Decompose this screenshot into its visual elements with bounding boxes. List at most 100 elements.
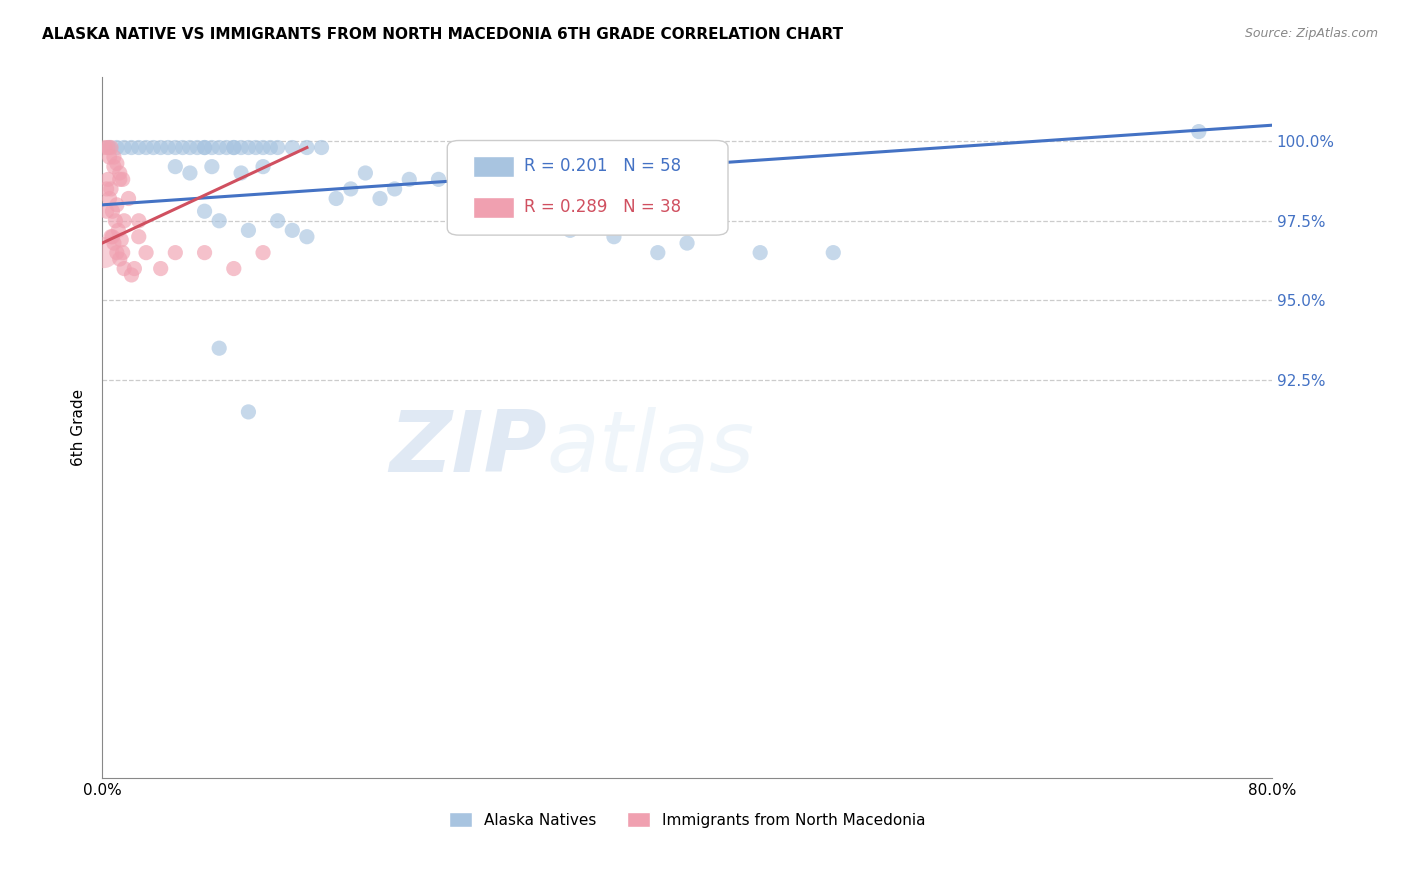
Point (96, 182, 118, 196)
Point (266, 140, 288, 154)
Point (111, 245, 134, 260)
Text: Source: ZipAtlas.com: Source: ZipAtlas.com (1244, 27, 1378, 40)
Point (208, 214, 231, 228)
Point (156, 140, 179, 154)
Point (93, 245, 115, 260)
Point (193, 140, 215, 154)
Point (124, 261, 146, 276)
Point (208, 140, 231, 154)
Point (110, 233, 132, 247)
Point (266, 214, 288, 228)
Point (100, 182, 122, 196)
Point (193, 245, 215, 260)
Point (100, 229, 122, 244)
Point (112, 140, 135, 154)
Point (354, 166, 377, 180)
Point (172, 140, 194, 154)
Point (222, 140, 245, 154)
Point (104, 214, 127, 228)
Point (101, 204, 124, 219)
Point (135, 140, 157, 154)
Point (105, 245, 128, 260)
Point (120, 268, 142, 282)
Point (311, 140, 333, 154)
Point (245, 140, 267, 154)
Text: R = 0.289   N = 38: R = 0.289 N = 38 (524, 198, 682, 216)
Point (165, 140, 187, 154)
Point (238, 140, 260, 154)
FancyBboxPatch shape (472, 156, 515, 177)
Point (229, 166, 252, 180)
Point (427, 172, 450, 186)
Point (215, 140, 238, 154)
Point (676, 236, 699, 251)
Point (238, 223, 260, 237)
Point (120, 140, 142, 154)
Point (186, 140, 208, 154)
Point (165, 160, 187, 174)
Text: R = 0.201   N = 58: R = 0.201 N = 58 (524, 158, 682, 176)
Point (100, 140, 122, 154)
Point (103, 236, 125, 251)
Y-axis label: 6th Grade: 6th Grade (72, 389, 86, 467)
Point (398, 172, 420, 186)
Point (201, 160, 224, 174)
Point (107, 223, 129, 237)
Point (97, 140, 120, 154)
Point (295, 229, 318, 244)
Point (295, 140, 318, 154)
Point (193, 140, 215, 154)
Point (179, 166, 201, 180)
Legend: Alaska Natives, Immigrants from North Macedonia: Alaska Natives, Immigrants from North Ma… (443, 805, 932, 834)
Point (457, 182, 479, 196)
Point (97, 172, 120, 186)
Point (501, 198, 523, 212)
Point (222, 261, 245, 276)
Point (229, 140, 252, 154)
Point (128, 140, 150, 154)
Point (339, 182, 361, 196)
Point (108, 166, 131, 180)
Point (98, 150, 121, 164)
Text: ALASKA NATIVE VS IMMIGRANTS FROM NORTH MACEDONIA 6TH GRADE CORRELATION CHART: ALASKA NATIVE VS IMMIGRANTS FROM NORTH M… (42, 27, 844, 42)
Point (749, 245, 772, 260)
Point (252, 140, 274, 154)
Point (281, 140, 304, 154)
Point (149, 261, 172, 276)
Text: atlas: atlas (547, 408, 755, 491)
FancyBboxPatch shape (447, 141, 728, 235)
Point (108, 252, 131, 266)
Point (94, 140, 117, 154)
Point (208, 341, 231, 355)
Point (647, 245, 669, 260)
Point (325, 192, 347, 206)
Point (96, 204, 118, 219)
Point (111, 172, 134, 186)
Point (149, 140, 172, 154)
Point (117, 192, 139, 206)
Point (530, 214, 553, 228)
Point (98, 140, 121, 154)
Point (128, 229, 150, 244)
Point (222, 140, 245, 154)
Point (105, 140, 128, 154)
Point (135, 245, 157, 260)
Point (823, 245, 845, 260)
Point (165, 245, 187, 260)
Point (103, 160, 125, 174)
Point (103, 150, 125, 164)
Point (603, 229, 626, 244)
Point (142, 140, 165, 154)
Point (238, 405, 260, 419)
Point (252, 245, 274, 260)
Point (179, 140, 201, 154)
Point (558, 223, 581, 237)
Point (384, 182, 406, 196)
Point (105, 198, 128, 212)
Text: ZIP: ZIP (389, 408, 547, 491)
Point (105, 156, 128, 170)
Point (128, 214, 150, 228)
Point (101, 229, 124, 244)
FancyBboxPatch shape (472, 196, 515, 218)
Point (98, 192, 121, 206)
